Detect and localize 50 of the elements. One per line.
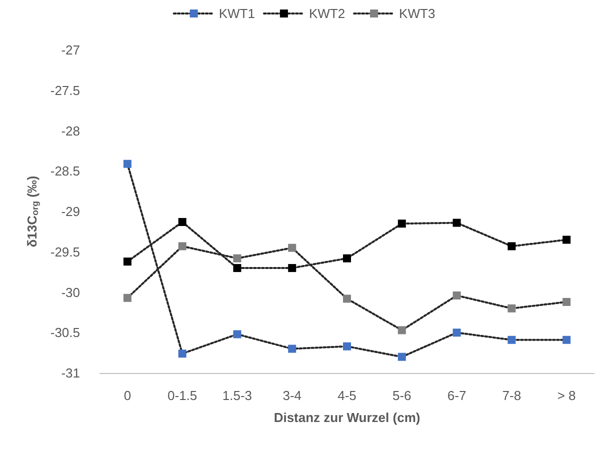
point	[452, 291, 461, 300]
point	[178, 350, 186, 358]
x-axis-title: Distanz zur Wurzel (cm)	[274, 410, 420, 425]
y-tick-label: -29	[61, 204, 80, 219]
point	[508, 242, 516, 250]
point	[343, 294, 351, 303]
point	[343, 254, 351, 262]
point	[288, 264, 296, 272]
point	[452, 218, 461, 227]
y-tick-label: -27	[61, 42, 80, 58]
legend-label: KWT2	[308, 6, 346, 21]
point	[288, 244, 296, 252]
y-tick-label: -29.5	[50, 244, 80, 260]
point	[398, 352, 406, 361]
point	[562, 298, 571, 306]
point	[288, 344, 296, 353]
point	[508, 336, 516, 344]
x-tick-label: 1.5-3	[222, 388, 252, 403]
point	[343, 342, 351, 350]
legend-label: KWT3	[399, 6, 436, 21]
x-tick-label: 3-4	[282, 388, 302, 403]
point	[452, 328, 461, 337]
point	[233, 264, 242, 272]
point	[178, 242, 186, 250]
x-tick-label: > 8	[557, 388, 576, 403]
y-axis-title: δ13Corg (‰)	[24, 176, 40, 248]
x-tick-label: 7-8	[502, 388, 522, 403]
x-tick-label: 5-6	[392, 388, 412, 403]
y-tick-label: -31	[61, 366, 80, 380]
point	[123, 160, 132, 168]
point	[398, 220, 406, 228]
y-tick-label: -30	[61, 284, 80, 300]
point	[123, 294, 132, 302]
point	[562, 336, 571, 344]
point	[508, 304, 516, 312]
point	[233, 330, 242, 338]
y-tick-label: -28.5	[50, 164, 80, 179]
legend-label: KWT1	[218, 6, 255, 21]
point	[233, 254, 242, 262]
y-tick-label: -30.5	[50, 325, 80, 340]
point	[178, 218, 186, 226]
point	[123, 258, 132, 266]
x-tick-label: 0	[124, 388, 132, 403]
point	[398, 326, 406, 334]
x-tick-label: 6-7	[447, 388, 466, 403]
y-tick-label: -27.5	[50, 82, 80, 98]
x-tick-label: 0-1.5	[168, 388, 198, 403]
point	[562, 236, 571, 244]
x-tick-label: 4-5	[338, 388, 356, 403]
y-tick-label: -28	[61, 123, 80, 138]
